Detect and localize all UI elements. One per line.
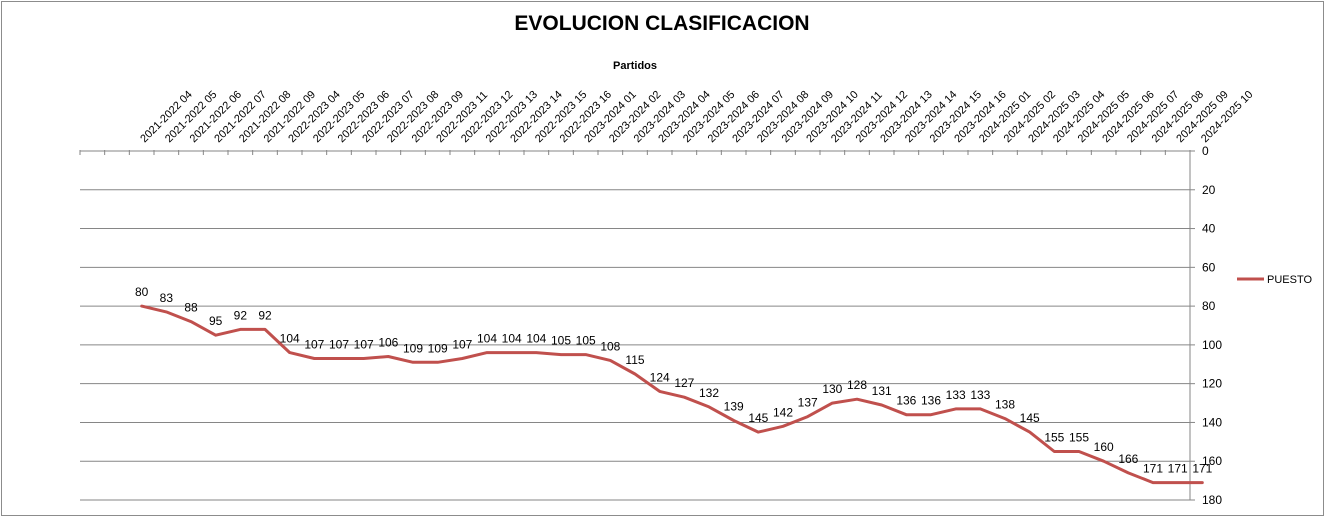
data-label: 95 <box>209 314 223 328</box>
data-label: 171 <box>1143 462 1163 476</box>
data-label: 104 <box>280 332 300 346</box>
data-label: 130 <box>822 382 842 396</box>
data-label: 115 <box>625 353 644 367</box>
data-label: 133 <box>946 388 966 402</box>
axes <box>79 150 1195 501</box>
series-line-group <box>140 304 1204 485</box>
y-tick-label: 100 <box>1202 338 1222 352</box>
y-tick-label: 80 <box>1202 299 1216 313</box>
data-label: 127 <box>674 376 694 390</box>
data-label: 124 <box>650 370 670 384</box>
data-label: 139 <box>724 400 744 414</box>
data-label: 105 <box>551 334 571 348</box>
y-tick-label: 60 <box>1202 260 1216 274</box>
data-label: 133 <box>970 388 990 402</box>
data-label: 107 <box>452 337 472 351</box>
y-tick-label: 180 <box>1202 493 1222 507</box>
data-label: 128 <box>847 378 867 392</box>
data-label: 155 <box>1069 431 1089 445</box>
data-label: 145 <box>1020 411 1040 425</box>
data-label: 88 <box>184 301 198 315</box>
data-label: 171 <box>1168 462 1188 476</box>
legend-label: PUESTO <box>1267 274 1312 286</box>
data-label: 107 <box>354 337 374 351</box>
x-axis-title: Partidos <box>612 60 657 72</box>
data-label: 109 <box>428 341 448 355</box>
data-label: 83 <box>160 291 174 305</box>
data-label: 136 <box>896 394 916 408</box>
data-label: 145 <box>748 411 768 425</box>
data-label: 137 <box>798 396 818 410</box>
y-tick-label: 140 <box>1202 415 1222 429</box>
gridlines <box>80 189 1190 501</box>
y-tick-label: 0 <box>1202 144 1209 158</box>
data-label: 92 <box>234 308 248 322</box>
y-tick-label: 40 <box>1202 222 1216 236</box>
data-label: 104 <box>502 332 522 346</box>
data-label: 131 <box>872 384 892 398</box>
data-label: 160 <box>1094 440 1114 454</box>
data-label: 108 <box>600 339 620 353</box>
data-label: 142 <box>773 405 793 419</box>
data-labels: 80 83 88 95 92 92 104 107 107 107 106 109 109 107 104 1… <box>135 285 1213 475</box>
data-label: 107 <box>329 337 349 351</box>
data-label: 106 <box>378 336 398 350</box>
y-axis-tick-labels: 0 20 40 60 80 100 120 140 160 180 <box>1202 144 1222 507</box>
y-tick-label: 120 <box>1202 377 1222 391</box>
data-label: 171 <box>1192 462 1212 476</box>
y-tick-label: 160 <box>1202 454 1222 468</box>
chart-title: EVOLUCION CLASIFICACION <box>514 12 810 35</box>
y-tick-label: 20 <box>1202 183 1216 197</box>
data-label: 107 <box>304 337 324 351</box>
data-label: 155 <box>1044 431 1064 445</box>
data-label: 105 <box>576 334 596 348</box>
data-label: 92 <box>258 308 272 322</box>
legend: PUESTO <box>1237 274 1312 286</box>
data-label: 166 <box>1118 452 1138 466</box>
series-line-puesto <box>140 304 1204 485</box>
data-label: 109 <box>403 341 423 355</box>
data-label: 104 <box>477 332 497 346</box>
data-label: 136 <box>921 394 941 408</box>
data-label: 80 <box>135 285 149 299</box>
data-label: 138 <box>995 398 1015 412</box>
data-label: 104 <box>526 332 546 346</box>
data-label: 132 <box>699 386 719 400</box>
